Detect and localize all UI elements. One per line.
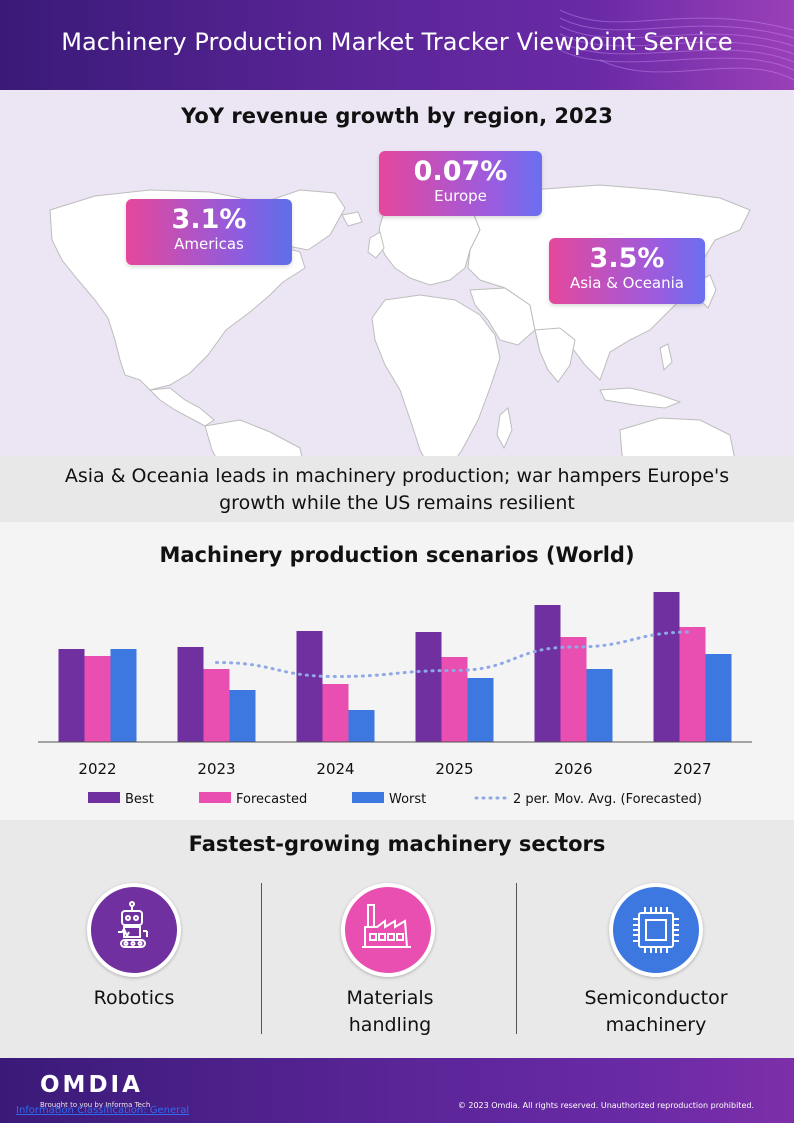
x-tick-label-2026: 2026: [554, 760, 592, 778]
indonesia-shape: [599, 387, 682, 409]
bar-worst-2026: [586, 669, 613, 742]
india-shape: [534, 327, 576, 383]
x-tick-label-2025: 2025: [435, 760, 473, 778]
callout-americas: 3.1% Americas: [126, 199, 292, 265]
madagascar-shape: [496, 407, 513, 450]
europe-region-label: Europe: [434, 187, 487, 205]
legend-label-trendline: 2 per. Mov. Avg. (Forecasted): [513, 792, 702, 807]
sectors-title: Fastest-growing machinery sectors: [188, 832, 606, 856]
bar-worst-2025: [467, 678, 494, 742]
bar-forecasted-2023: [203, 669, 230, 742]
philippines-shape: [659, 343, 673, 372]
semiconductor-icon-circle: [609, 883, 703, 977]
summary-text: Asia & Oceania leads in machinery produc…: [0, 463, 794, 517]
bar-best-2024: [296, 631, 323, 742]
callout-europe: 0.07% Europe: [379, 151, 542, 216]
x-tick-label-2024: 2024: [316, 760, 354, 778]
sector-label-robotics: Robotics: [93, 987, 175, 1009]
x-tick-label-2023: 2023: [197, 760, 235, 778]
bar-best-2023: [177, 647, 204, 742]
callout-asia-oceania: 3.5% Asia & Oceania: [549, 238, 705, 304]
sector-label-semiconductor-2: machinery: [605, 1014, 707, 1036]
south-america-shape: [204, 419, 303, 456]
trendline-moving-average: [215, 630, 694, 679]
asia-region-label: Asia & Oceania: [569, 274, 684, 292]
classification-link[interactable]: Information Classification: General: [16, 1105, 190, 1116]
summary-band: Asia & Oceania leads in machinery produc…: [0, 456, 794, 522]
britain-shape: [367, 231, 385, 259]
legend-label-forecasted: Forecasted: [236, 792, 307, 807]
footer: OMDIA Brought to you by Informa Tech Inf…: [0, 1058, 794, 1123]
bar-worst-2027: [705, 654, 732, 742]
summary-line-1: Asia & Oceania leads in machinery produc…: [64, 465, 730, 487]
bar-best-2025: [415, 632, 442, 742]
robotics-icon-circle: [87, 883, 181, 977]
page-title: Machinery Production Market Tracker View…: [61, 28, 733, 56]
sector-label-semiconductor-1: Semiconductor: [584, 987, 728, 1009]
factory-icon: [362, 904, 411, 948]
chart-section: Machinery production scenarios (World) 2…: [0, 522, 794, 820]
legend-swatch-worst: [352, 792, 384, 803]
header-wave-decoration: [559, 9, 794, 81]
x-tick-label-2022: 2022: [78, 760, 116, 778]
bar-forecasted-2026: [560, 637, 587, 742]
bar-forecasted-2027: [679, 627, 706, 742]
chip-icon: [633, 907, 679, 953]
copyright-text: © 2023 Omdia. All rights reserved. Unaut…: [457, 1101, 754, 1110]
chart-title: Machinery production scenarios (World): [159, 543, 635, 567]
robot-icon: [118, 901, 148, 948]
bar-best-2022: [58, 649, 85, 742]
bar-worst-2022: [110, 649, 137, 742]
legend-label-best: Best: [125, 792, 154, 807]
sector-divider: [261, 883, 262, 1034]
central-america-shape: [148, 387, 215, 427]
bar-best-2027: [653, 592, 680, 742]
bar-forecasted-2022: [84, 656, 111, 742]
europe-growth-value: 0.07%: [413, 156, 508, 187]
map-title: YoY revenue growth by region, 2023: [181, 104, 613, 128]
legend-label-worst: Worst: [389, 792, 426, 807]
legend-swatch-forecasted: [199, 792, 231, 803]
bar-worst-2024: [348, 710, 375, 742]
asia-growth-value: 3.5%: [589, 243, 665, 274]
legend-swatch-best: [88, 792, 120, 803]
sectors-section: Fastest-growing machinery sectors Roboti…: [0, 820, 794, 1058]
sector-label-materials-1: Materials: [346, 987, 434, 1009]
australia-shape: [619, 417, 735, 456]
materials-icon-circle: [341, 883, 435, 977]
x-tick-label-2027: 2027: [673, 760, 711, 778]
bar-worst-2023: [229, 690, 256, 742]
bar-forecasted-2024: [322, 684, 349, 742]
sector-divider: [516, 883, 517, 1034]
sector-label-materials-2: handling: [348, 1014, 432, 1036]
iceland-shape: [341, 211, 363, 227]
omdia-logo: OMDIA: [40, 1072, 143, 1098]
header-banner: Machinery Production Market Tracker View…: [0, 0, 794, 90]
bar-chart: 2022 2023 2024 2025 2026 2027 Best Forecasted Wo…: [38, 592, 752, 807]
bar-best-2026: [534, 605, 561, 742]
americas-growth-value: 3.1%: [171, 204, 247, 235]
summary-line-2: growth while the US remains resilient: [219, 492, 575, 514]
americas-region-label: Americas: [174, 235, 244, 253]
africa-shape: [371, 294, 501, 456]
footer-tagline: Brought to you by Informa Tech: [40, 1101, 151, 1109]
